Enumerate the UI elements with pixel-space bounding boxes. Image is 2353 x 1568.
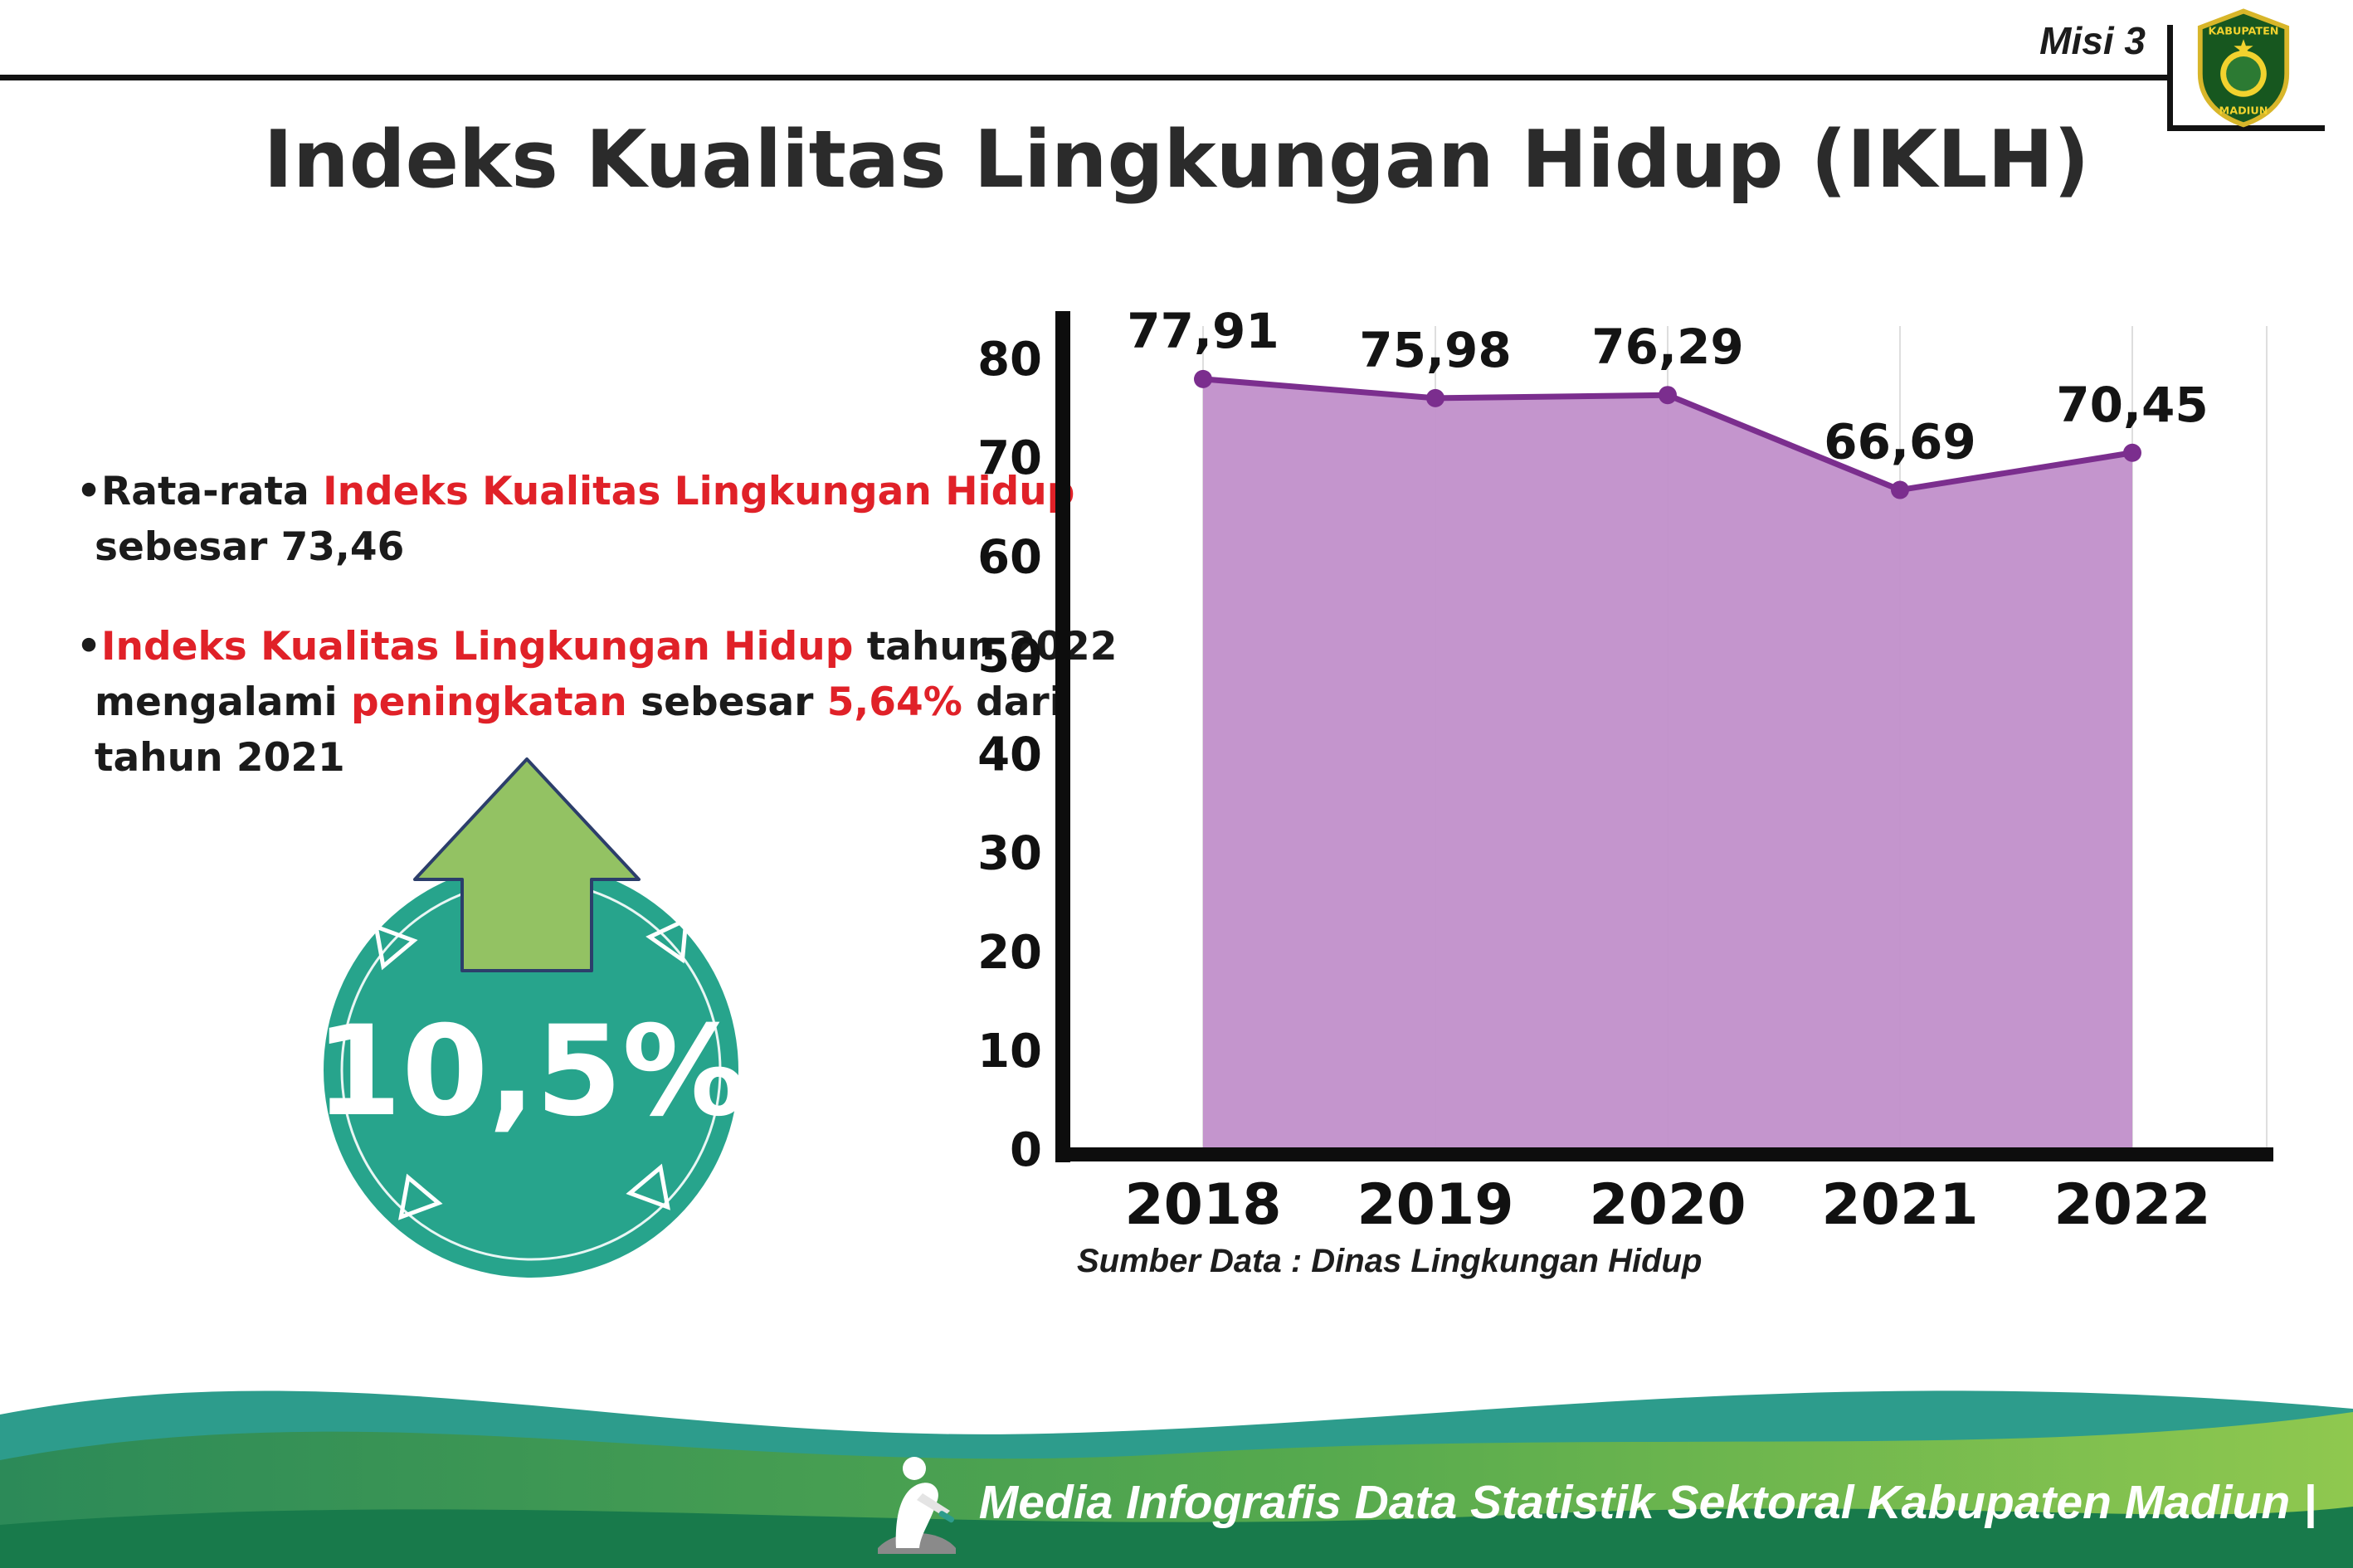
value-label: 75,98 <box>1359 322 1511 378</box>
badge-triangle-decoration <box>645 916 689 964</box>
data-point <box>2123 443 2141 462</box>
footer-bar: Media Infografis Data Statistik Sektoral… <box>871 1450 2316 1554</box>
increase-badge: 10,5% <box>315 757 747 1278</box>
data-point <box>1426 388 1444 407</box>
y-tick-label: 0 <box>1010 1123 1042 1177</box>
kabupaten-madiun-logo: KABUPATEN MADIUN <box>2197 8 2290 128</box>
bullet-item: •Rata-rata Indeks Kualitas Lingkungan Hi… <box>76 465 1074 576</box>
highlight-text: 5,64% <box>826 679 962 726</box>
body-text: Rata-rata <box>101 469 324 514</box>
bullet-item: •Indeks Kualitas Lingkungan Hidup tahun … <box>76 620 1117 786</box>
bullet-line: mengalami peningkatan sebesar 5,64% dari <box>76 675 1063 731</box>
mascot-icon <box>877 1457 956 1554</box>
highlight-text: peningkatan <box>350 679 627 726</box>
x-tick-label: 2021 <box>1821 1172 1978 1238</box>
badge-value: 10,5% <box>315 1000 747 1144</box>
x-tick-label: 2018 <box>1124 1172 1281 1238</box>
header-rule <box>0 75 2167 80</box>
data-point <box>1194 369 1212 388</box>
body-text: tahun 2022 <box>853 624 1118 670</box>
y-tick-label: 70 <box>979 431 1042 485</box>
x-tick-label: 2019 <box>1357 1172 1513 1238</box>
logo-frame-vertical <box>2167 25 2173 131</box>
footer-wave-decoration <box>0 1390 2353 1568</box>
y-tick-label: 60 <box>979 530 1042 584</box>
logo-frame-horizontal <box>2167 125 2325 131</box>
footer-caption: Media Infografis Data Statistik Sektoral… <box>978 1475 2316 1529</box>
data-point <box>1659 386 1677 405</box>
footer-wave-dark <box>0 1507 2353 1568</box>
body-text: • <box>76 624 102 670</box>
badge-triangle-decoration <box>626 1163 670 1210</box>
logo-inner-field <box>2226 56 2261 91</box>
y-tick-label: 10 <box>979 1025 1042 1079</box>
bullet-line: •Indeks Kualitas Lingkungan Hidup tahun … <box>76 620 1117 675</box>
x-tick-label: 2022 <box>2053 1172 2210 1238</box>
logo-text-top: KABUPATEN <box>2209 25 2279 37</box>
value-label: 76,29 <box>1591 319 1743 375</box>
y-tick-label: 20 <box>979 926 1042 980</box>
badge-triangle-decoration <box>398 1173 443 1220</box>
x-axis <box>1055 1147 2273 1161</box>
y-tick-label: 30 <box>979 827 1042 881</box>
body-text: sebesar <box>626 679 827 726</box>
body-text: sebesar 73,46 <box>95 523 405 570</box>
bullet-list: •Rata-rata Indeks Kualitas Lingkungan Hi… <box>76 465 1117 831</box>
bullet-line: tahun 2021 <box>76 731 981 786</box>
y-tick-label: 80 <box>979 333 1042 387</box>
area-fill <box>1203 378 2132 1150</box>
highlight-text: Indeks Kualitas Lingkungan Hidup <box>323 469 1075 514</box>
data-point <box>1891 480 1909 499</box>
up-arrow-icon <box>413 757 641 972</box>
iklh-area-chart: 77,91 75,98 76,29 66,69 70,45 0 10 20 30 40 50 60 70… <box>979 303 2273 1238</box>
body-text: • <box>76 469 102 514</box>
bullet-line: •Rata-rata Indeks Kualitas Lingkungan Hi… <box>76 465 1074 520</box>
logo-star-icon <box>2234 39 2253 58</box>
y-tick-label: 50 <box>979 629 1042 683</box>
x-tick-label: 2020 <box>1589 1172 1746 1238</box>
logo-text-bottom: MADIUN <box>2219 105 2268 118</box>
body-text: mengalami <box>95 679 351 726</box>
body-text: dari <box>962 679 1063 726</box>
badge-circle <box>324 863 738 1278</box>
data-source-caption: Sumber Data : Dinas Lingkungan Hidup <box>1077 1243 1703 1279</box>
highlight-text: Indeks Kualitas Lingkungan Hidup <box>101 624 854 670</box>
badge-triangle-decoration <box>373 923 418 971</box>
y-tick-label: 40 <box>979 728 1042 782</box>
misi-label: Misi 3 <box>2039 19 2146 62</box>
value-label: 70,45 <box>2056 377 2208 433</box>
page-title: Indeks Kualitas Lingkungan Hidup (IKLH) <box>263 114 2090 206</box>
y-axis <box>1055 311 1070 1162</box>
body-text: tahun 2021 <box>95 734 345 781</box>
value-label: 66,69 <box>1824 414 1975 470</box>
value-label: 77,91 <box>1127 303 1279 359</box>
bullet-line: sebesar 73,46 <box>76 520 981 576</box>
